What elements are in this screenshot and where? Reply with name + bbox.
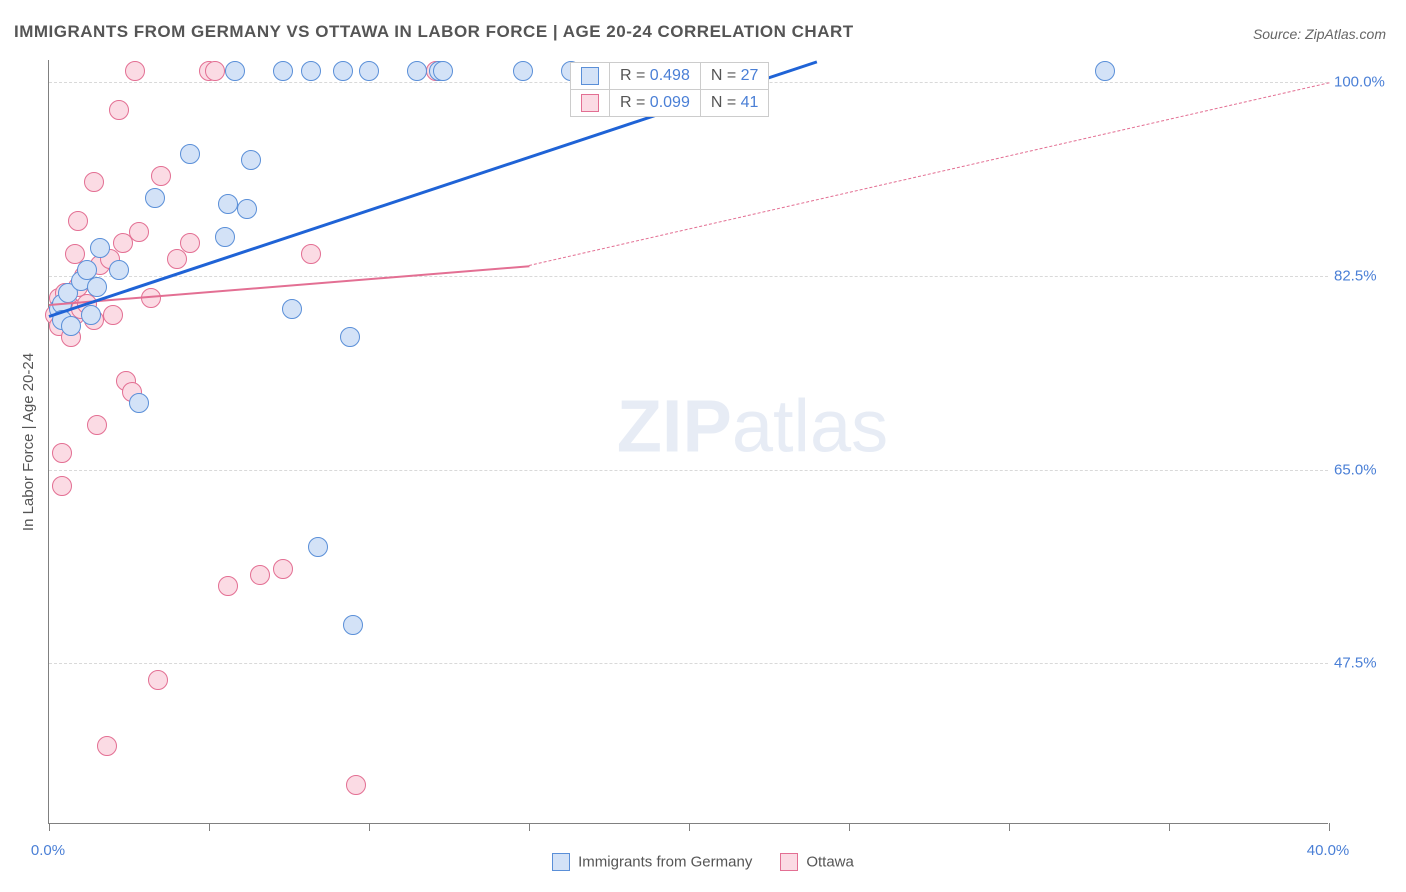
plot-area: ZIPatlas: [48, 60, 1328, 824]
legend-r-label: R =: [620, 67, 645, 84]
data-point-ottawa: [301, 244, 321, 264]
data-point-germany: [145, 188, 165, 208]
x-tick: [369, 823, 370, 831]
data-point-germany: [81, 305, 101, 325]
data-point-ottawa: [97, 736, 117, 756]
data-point-germany: [433, 61, 453, 81]
data-point-germany: [343, 615, 363, 635]
data-point-germany: [340, 327, 360, 347]
data-point-germany: [1095, 61, 1115, 81]
data-point-ottawa: [103, 305, 123, 325]
y-tick-label: 82.5%: [1334, 267, 1377, 284]
legend-swatch: [552, 853, 570, 871]
data-point-ottawa: [205, 61, 225, 81]
data-point-ottawa: [129, 222, 149, 242]
legend-series-label: Ottawa: [806, 854, 854, 871]
legend-r-label: R =: [620, 94, 645, 111]
legend-swatch: [780, 853, 798, 871]
data-point-ottawa: [167, 249, 187, 269]
x-tick: [209, 823, 210, 831]
data-point-germany: [215, 227, 235, 247]
legend-swatch: [581, 94, 599, 112]
gridline: [49, 276, 1328, 277]
x-tick: [849, 823, 850, 831]
x-tick: [689, 823, 690, 831]
x-tick-label: 0.0%: [31, 842, 65, 859]
x-tick: [1009, 823, 1010, 831]
data-point-germany: [218, 194, 238, 214]
data-point-germany: [513, 61, 533, 81]
source-label: Source: ZipAtlas.com: [1253, 26, 1386, 42]
legend-n-label: N =: [711, 67, 736, 84]
data-point-ottawa: [346, 775, 366, 795]
data-point-ottawa: [148, 670, 168, 690]
legend-n-label: N =: [711, 94, 736, 111]
chart-title: IMMIGRANTS FROM GERMANY VS OTTAWA IN LAB…: [14, 22, 854, 42]
y-tick-label: 47.5%: [1334, 655, 1377, 672]
y-tick-label: 65.0%: [1334, 461, 1377, 478]
x-tick: [49, 823, 50, 831]
x-tick: [1169, 823, 1170, 831]
data-point-germany: [109, 260, 129, 280]
x-tick: [529, 823, 530, 831]
data-point-germany: [333, 61, 353, 81]
legend-correlation-row: R = 0.498 N = 27: [571, 63, 769, 90]
gridline: [49, 663, 1328, 664]
data-point-ottawa: [218, 576, 238, 596]
data-point-ottawa: [125, 61, 145, 81]
watermark-thin: atlas: [732, 385, 888, 468]
legend-series-label: Immigrants from Germany: [578, 854, 752, 871]
data-point-ottawa: [151, 166, 171, 186]
data-point-germany: [407, 61, 427, 81]
data-point-germany: [359, 61, 379, 81]
legend-correlation-row: R = 0.099 N = 41: [571, 90, 769, 117]
data-point-ottawa: [52, 443, 72, 463]
data-point-germany: [237, 199, 257, 219]
data-point-ottawa: [84, 172, 104, 192]
watermark: ZIPatlas: [617, 384, 888, 469]
data-point-ottawa: [52, 476, 72, 496]
data-point-germany: [301, 61, 321, 81]
y-tick-label: 100.0%: [1334, 74, 1385, 91]
data-point-germany: [225, 61, 245, 81]
data-point-ottawa: [250, 565, 270, 585]
data-point-ottawa: [273, 559, 293, 579]
data-point-germany: [180, 144, 200, 164]
legend-series: Immigrants from Germany Ottawa: [0, 853, 1406, 871]
legend-correlation: R = 0.498 N = 27 R = 0.099 N = 41: [570, 62, 769, 117]
data-point-ottawa: [68, 211, 88, 231]
data-point-germany: [90, 238, 110, 258]
data-point-ottawa: [180, 233, 200, 253]
legend-n-value: 27: [741, 67, 759, 84]
legend-r-value: 0.099: [650, 94, 690, 111]
data-point-germany: [273, 61, 293, 81]
legend-n-value: 41: [741, 94, 759, 111]
watermark-bold: ZIP: [617, 385, 732, 468]
legend-r-value: 0.498: [650, 67, 690, 84]
data-point-germany: [129, 393, 149, 413]
data-point-germany: [61, 316, 81, 336]
legend-swatch: [581, 67, 599, 85]
data-point-germany: [241, 150, 261, 170]
x-tick-label: 40.0%: [1307, 842, 1350, 859]
x-tick: [1329, 823, 1330, 831]
gridline: [49, 470, 1328, 471]
data-point-germany: [282, 299, 302, 319]
data-point-germany: [87, 277, 107, 297]
data-point-ottawa: [87, 415, 107, 435]
data-point-ottawa: [109, 100, 129, 120]
y-axis-title: In Labor Force | Age 20-24: [20, 353, 37, 531]
data-point-germany: [308, 537, 328, 557]
